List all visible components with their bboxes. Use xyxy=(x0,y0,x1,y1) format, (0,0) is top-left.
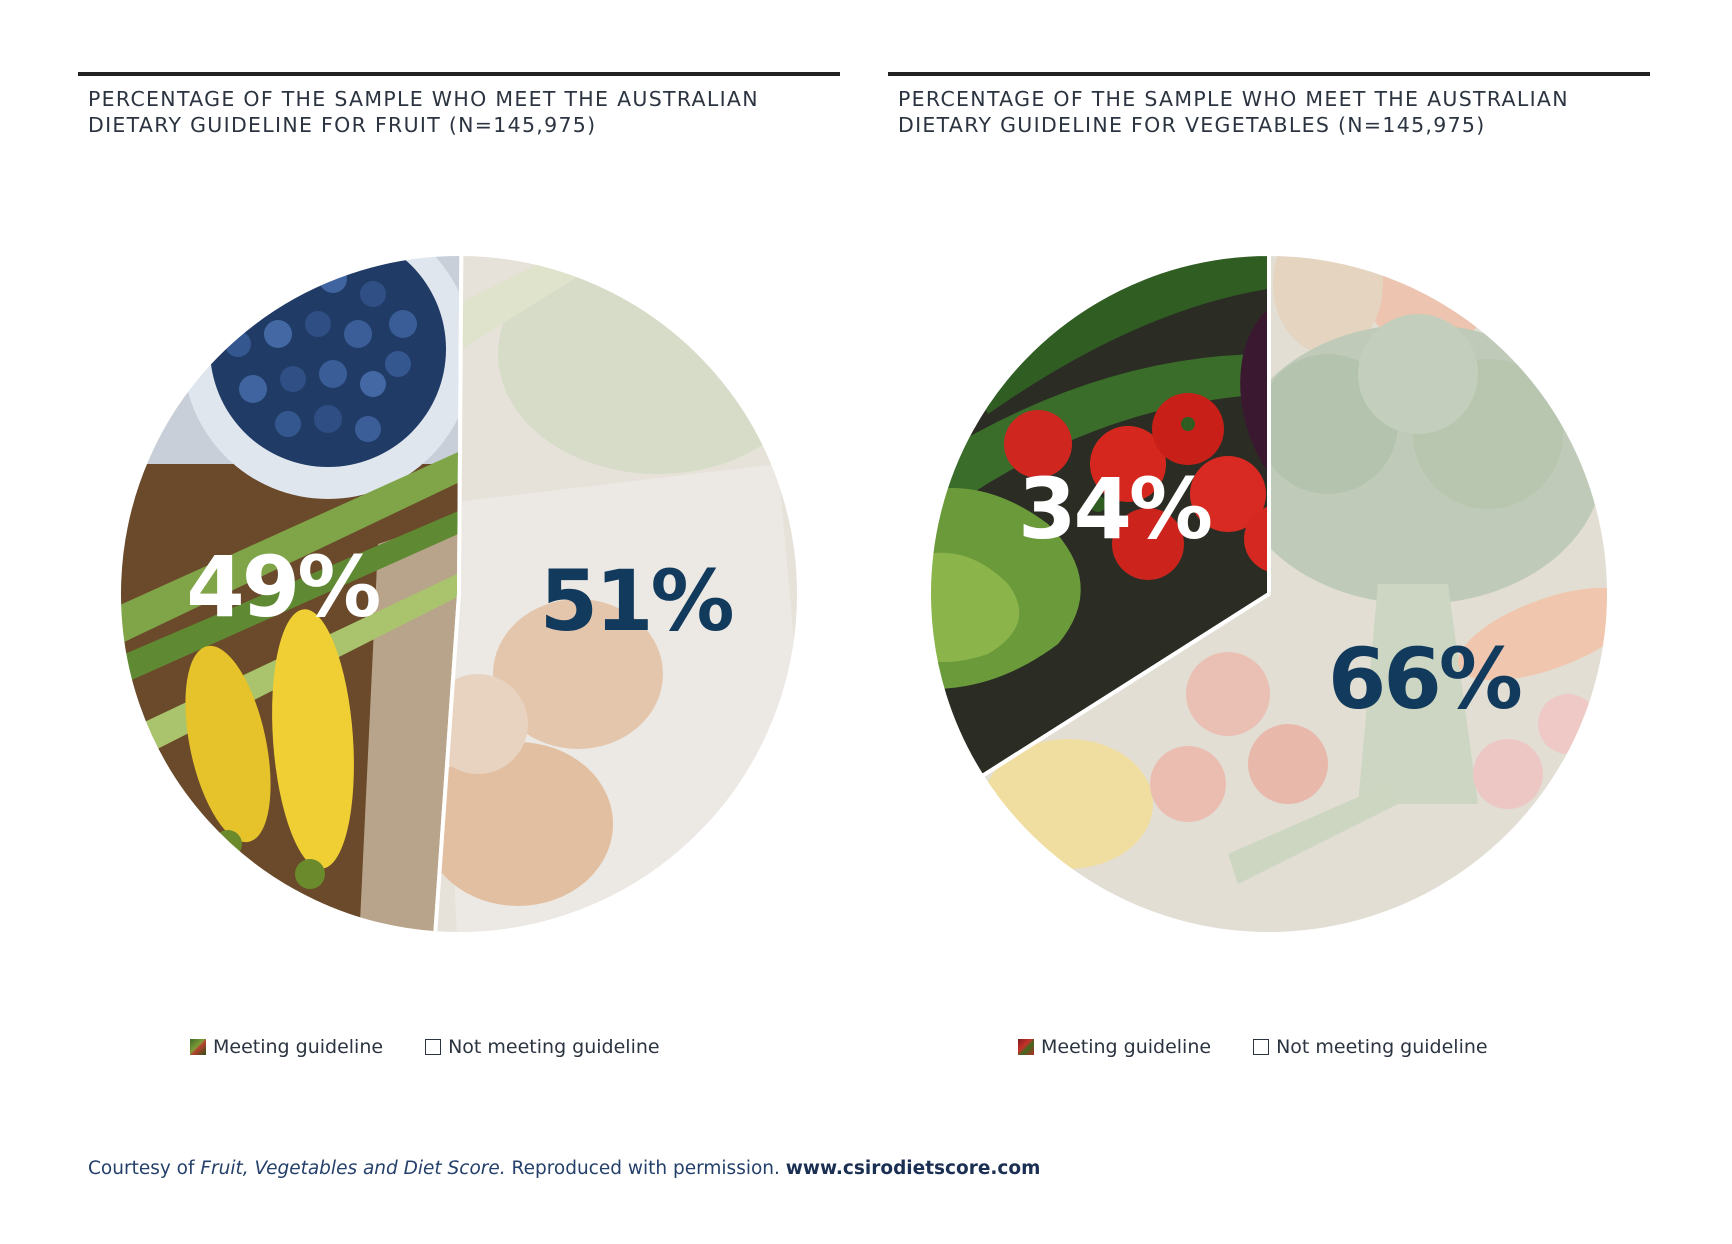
legend-swatch-not-meeting-icon xyxy=(1253,1039,1270,1055)
chart-legend: Meeting guideline Not meeting guideline xyxy=(1018,1032,1530,1062)
pie-slice-not-meeting xyxy=(979,251,1611,936)
percent-label-not-meeting: 66% xyxy=(1328,630,1521,728)
percent-label-meeting: 34% xyxy=(1018,460,1211,558)
legend-item-not-meeting: Not meeting guideline xyxy=(1253,1036,1488,1058)
title-rule xyxy=(888,72,1650,76)
legend-swatch-not-meeting-icon xyxy=(425,1039,442,1055)
title-rule xyxy=(78,72,840,76)
legend-label-not-meeting: Not meeting guideline xyxy=(448,1036,660,1058)
legend-item-not-meeting: Not meeting guideline xyxy=(425,1036,660,1058)
source-credit: Courtesy of Fruit, Vegetables and Diet S… xyxy=(88,1158,1648,1179)
chart-legend: Meeting guideline Not meeting guideline xyxy=(190,1032,702,1062)
percent-label-meeting: 49% xyxy=(186,538,379,636)
legend-swatch-meeting-icon xyxy=(190,1039,206,1055)
pie-slice-not-meeting xyxy=(433,251,801,936)
fruit-pie-chart: 49% 51% xyxy=(117,251,801,936)
pie-slice-labels: 34% 66% xyxy=(1018,460,1524,728)
publication-title: Fruit, Vegetables and Diet Score. xyxy=(200,1158,506,1179)
pie-slices xyxy=(927,251,1611,936)
chart-title: PERCENTAGE OF THE SAMPLE WHO MEET THE AU… xyxy=(88,87,759,137)
credit-prefix: Courtesy of xyxy=(88,1158,201,1179)
legend-label-meeting: Meeting guideline xyxy=(213,1036,384,1058)
vegetables-chart-panel: PERCENTAGE OF THE SAMPLE WHO MEET THE AU… xyxy=(888,72,1650,1058)
pie-slice-meeting xyxy=(117,252,464,936)
credit-middle: Reproduced with permission. xyxy=(505,1158,786,1179)
legend-label-not-meeting: Not meeting guideline xyxy=(1276,1036,1488,1058)
website-link[interactable]: www.csirodietscore.com xyxy=(785,1158,1041,1179)
pie-slice-labels: 49% 51% xyxy=(186,538,735,650)
legend-label-meeting: Meeting guideline xyxy=(1041,1036,1212,1058)
legend-item-meeting: Meeting guideline xyxy=(1018,1036,1211,1058)
legend-swatch-meeting-icon xyxy=(1018,1039,1034,1055)
vegetables-pie-chart: 34% 66% xyxy=(927,251,1611,936)
percent-label-not-meeting: 51% xyxy=(540,552,733,650)
fruit-chart-panel: PERCENTAGE OF THE SAMPLE WHO MEET THE AU… xyxy=(78,72,840,1058)
pie-slices xyxy=(117,251,801,936)
legend-item-meeting: Meeting guideline xyxy=(190,1036,383,1058)
chart-title: PERCENTAGE OF THE SAMPLE WHO MEET THE AU… xyxy=(898,87,1569,137)
